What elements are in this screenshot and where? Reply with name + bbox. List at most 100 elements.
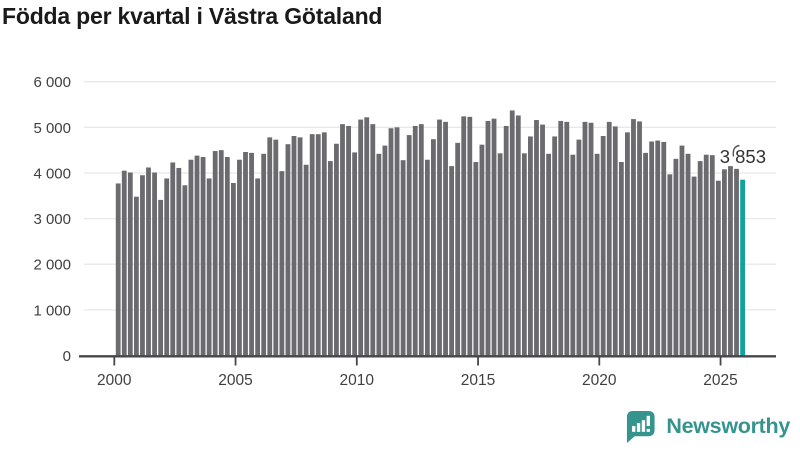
y-tick-label-3000: 3 000 — [33, 211, 71, 228]
bar-2004-k2 — [218, 150, 224, 357]
bar-2019-k4 — [594, 153, 600, 357]
bar-2004-k1 — [212, 151, 218, 357]
bar-2024-k3 — [709, 155, 715, 357]
bar-2023-k1 — [673, 158, 679, 357]
bar-2025-k3 — [734, 168, 739, 357]
bar-2012-k1 — [406, 135, 412, 357]
bar-2015-k1 — [479, 144, 485, 357]
bar-2005-k1 — [237, 159, 242, 357]
chart-title: Födda per kvartal i Västra Götaland — [2, 3, 383, 29]
bar-2001-k2 — [146, 167, 151, 357]
bar-2020-k2 — [606, 121, 612, 357]
bar-2011-k3 — [394, 127, 400, 357]
bar-2016-k3 — [515, 115, 521, 357]
bar-2019-k3 — [588, 122, 594, 357]
bar-2012-k3 — [418, 124, 424, 357]
newsworthy-logo-text: Newsworthy — [666, 414, 790, 438]
bar-2000-k4 — [133, 196, 139, 357]
bar-2015-k2 — [485, 120, 491, 357]
bar-2024-k4 — [715, 180, 721, 357]
bar-2012-k2 — [412, 125, 418, 357]
bar-2007-k1 — [285, 144, 291, 357]
x-tick-label-2015: 2015 — [461, 372, 495, 389]
bar-2013-k4 — [449, 166, 455, 357]
bar-2024-k1 — [697, 161, 703, 357]
bar-2016-k2 — [509, 110, 515, 357]
newsworthy-logo-link[interactable]: Newsworthy — [625, 409, 790, 444]
bar-2005-k4 — [255, 178, 261, 357]
bar-2025-k1 — [722, 169, 727, 357]
bar-2004-k3 — [224, 157, 230, 357]
bar-2017-k1 — [528, 136, 533, 357]
bar-2023-k3 — [685, 153, 691, 357]
bar-2004-k4 — [230, 183, 236, 357]
bar-2020-k1 — [600, 136, 606, 357]
bar-2014-k4 — [473, 162, 479, 357]
bar-2009-k2 — [340, 124, 345, 357]
bar-2014-k1 — [455, 142, 461, 357]
bar-2002-k3 — [176, 167, 182, 357]
bar-2006-k4 — [279, 171, 285, 357]
x-tick-label-2010: 2010 — [340, 372, 375, 389]
y-tick-label-0: 0 — [63, 348, 71, 365]
bar-2017-k3 — [540, 124, 545, 357]
bar-2002-k1 — [164, 178, 170, 357]
bar-2020-k4 — [618, 162, 624, 357]
bar-2010-k2 — [364, 117, 370, 357]
bar-2023-k2 — [679, 145, 685, 357]
bar-2019-k2 — [582, 121, 588, 357]
bar-2011-k1 — [382, 145, 388, 357]
bar-2001-k3 — [152, 172, 157, 357]
bar-2007-k2 — [291, 136, 297, 357]
bar-2025-k2 — [728, 166, 733, 357]
bar-2010-k4 — [376, 153, 382, 357]
bar-2018-k4 — [570, 154, 576, 357]
bar-2014-k2 — [461, 116, 467, 357]
bar-2019-k1 — [576, 139, 582, 357]
bar-2008-k1 — [309, 134, 315, 357]
bar-2003-k4 — [206, 178, 212, 357]
bar-2022-k2 — [655, 140, 661, 357]
bar-2009-k1 — [334, 143, 339, 357]
bar-2022-k1 — [649, 141, 655, 357]
bar-2011-k4 — [400, 160, 406, 357]
bar-2007-k3 — [297, 137, 303, 357]
y-tick-label-1000: 1 000 — [33, 302, 71, 319]
x-tick-label-2005: 2005 — [218, 372, 252, 389]
annotation-pointer — [732, 144, 740, 157]
bar-2013-k3 — [443, 121, 448, 357]
y-tick-label-5000: 5 000 — [33, 120, 71, 137]
bar-2009-k3 — [346, 125, 351, 357]
bar-2022-k3 — [661, 141, 667, 357]
bar-2024-k2 — [703, 154, 709, 357]
bar-2021-k2 — [631, 119, 636, 357]
bar-2018-k2 — [558, 120, 564, 357]
bar-2015-k4 — [497, 153, 503, 357]
y-tick-label-6000: 6 000 — [33, 74, 71, 91]
y-tick-label-2000: 2 000 — [33, 257, 71, 274]
bar-2003-k1 — [188, 159, 194, 357]
bar-2014-k3 — [467, 116, 473, 357]
bar-2018-k3 — [564, 121, 570, 357]
bar-2000-k2 — [121, 170, 127, 357]
bar-2000-k3 — [127, 172, 133, 357]
bar-2001-k4 — [158, 199, 164, 357]
newsworthy-speech-bubble-chart-icon — [627, 410, 655, 443]
last-value-label: 3 853 — [720, 146, 766, 167]
bar-2013-k1 — [431, 139, 436, 357]
bar-2003-k3 — [200, 157, 206, 357]
bar-2017-k4 — [546, 153, 551, 357]
bar-2023-k4 — [691, 176, 697, 357]
bar-2000-k1 — [115, 183, 121, 357]
bar-2002-k4 — [182, 185, 188, 357]
bar-2018-k1 — [552, 136, 558, 357]
bar-2021-k3 — [637, 121, 642, 357]
y-tick-label-4000: 4 000 — [33, 166, 71, 183]
bar-2016-k4 — [521, 153, 527, 357]
bar-2010-k3 — [370, 124, 376, 357]
bar-2008-k4 — [327, 161, 333, 357]
bar-2016-k1 — [503, 125, 509, 357]
bar-2020-k3 — [612, 126, 618, 357]
bar-2006-k1 — [261, 153, 267, 357]
